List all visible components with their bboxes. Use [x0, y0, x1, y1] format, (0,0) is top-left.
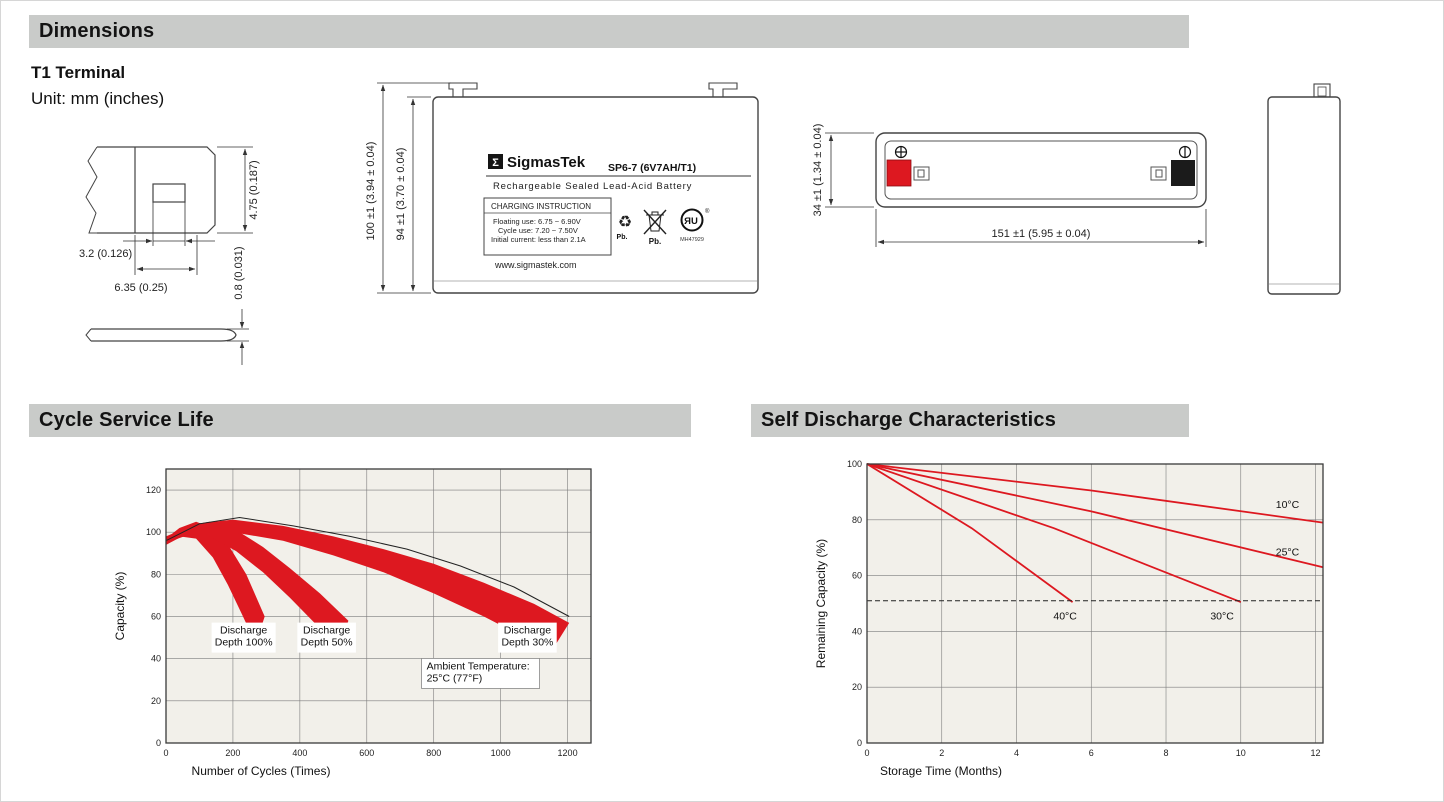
dim-height-overall: 100 ±1 (3.94 ± 0.04)	[365, 142, 377, 241]
negative-terminal	[1171, 160, 1195, 186]
svg-text:25°C: 25°C	[1276, 546, 1300, 558]
svg-text:1000: 1000	[491, 748, 511, 758]
battery-side-view	[1267, 83, 1341, 295]
dim-case-width: 34 ±1 (1.34 ± 0.04)	[812, 124, 824, 217]
svg-text:Discharge: Discharge	[504, 625, 551, 637]
svg-text:Ambient Temperature:: Ambient Temperature:	[427, 660, 530, 672]
svg-text:60: 60	[151, 612, 161, 622]
svg-text:Number of Cycles (Times): Number of Cycles (Times)	[192, 764, 331, 778]
dim-tab-thickness: 0.8 (0.031)	[233, 246, 245, 299]
svg-text:20: 20	[151, 696, 161, 706]
svg-text:80: 80	[151, 569, 161, 579]
model-text: SP6-7 (6V7AH/T1)	[608, 162, 696, 174]
battery-front-view: Σ SigmasTek SP6-7 (6V7AH/T1) Rechargeabl…	[365, 82, 759, 294]
dim-slot-width: 3.2 (0.126)	[79, 248, 132, 260]
battery-case-top	[875, 132, 1207, 208]
svg-text:Depth 100%: Depth 100%	[215, 637, 273, 649]
charging-title: CHARGING INSTRUCTION	[491, 202, 591, 211]
svg-text:Discharge: Discharge	[303, 625, 350, 637]
svg-text:80: 80	[852, 515, 862, 525]
svg-text:40: 40	[852, 626, 862, 636]
dim-tab-width: 6.35 (0.25)	[114, 282, 167, 294]
battery-case-side	[1267, 96, 1341, 295]
svg-text:200: 200	[225, 748, 240, 758]
svg-text:40°C: 40°C	[1053, 610, 1077, 622]
svg-text:12: 12	[1311, 748, 1321, 758]
svg-text:0: 0	[864, 748, 869, 758]
svg-text:2: 2	[939, 748, 944, 758]
svg-text:Remaining Capacity (%): Remaining Capacity (%)	[814, 539, 828, 668]
svg-text:Discharge: Discharge	[220, 625, 267, 637]
svg-text:Capacity (%): Capacity (%)	[113, 572, 127, 641]
negative-terminal-clip	[1150, 166, 1167, 181]
svg-text:10: 10	[1236, 748, 1246, 758]
charging-line3: Initial current: less than 2.1A	[491, 235, 586, 244]
brand-text: SigmasTek	[507, 154, 586, 171]
charging-line1: Floating use: 6.75 ~ 6.90V	[493, 217, 581, 226]
dimension-drawings: 4.75 (0.187) 3.2 (0.126) 6.35 (0.25) 0.8…	[79, 82, 1341, 365]
section-header-self-discharge: Self Discharge Characteristics	[751, 404, 1189, 437]
svg-text:Depth 30%: Depth 30%	[501, 637, 553, 649]
battery-top-view: 34 ±1 (1.34 ± 0.04) 151 ±1 (5.95 ± 0.04)	[812, 124, 1207, 247]
svg-text:Storage Time (Months): Storage Time (Months)	[880, 764, 1002, 778]
terminal-type-label: T1 Terminal	[31, 63, 126, 82]
svg-text:800: 800	[426, 748, 441, 758]
positive-terminal-mark-icon	[894, 145, 908, 159]
positive-terminal	[886, 159, 912, 187]
sigma-glyph: Σ	[492, 157, 499, 169]
positive-terminal-clip	[913, 166, 930, 181]
svg-text:0: 0	[156, 738, 161, 748]
svg-text:10°C: 10°C	[1276, 499, 1300, 511]
dim-height-case: 94 ±1 (3.70 ± 0.04)	[395, 148, 407, 241]
svg-text:6: 6	[1089, 748, 1094, 758]
website-text: www.sigmastek.com	[494, 260, 577, 270]
svg-text:100: 100	[847, 459, 862, 469]
ul-registered-symbol: ®	[705, 208, 710, 215]
pb-recycle-label: Pb.	[617, 234, 628, 241]
dim-case-length: 151 ±1 (5.95 ± 0.04)	[992, 228, 1091, 240]
svg-text:120: 120	[146, 485, 161, 495]
ul-mark-icon	[680, 208, 704, 232]
crossed-bin-icon	[643, 209, 667, 235]
terminal-detail-drawing	[85, 146, 253, 365]
pb-bin-label: Pb.	[649, 237, 661, 246]
section-header-dimensions: Dimensions	[29, 15, 1189, 48]
battery-case-front	[432, 96, 759, 294]
recycle-icon: ♻	[618, 214, 632, 231]
svg-text:100: 100	[146, 527, 161, 537]
dim-tab-height: 4.75 (0.187)	[248, 160, 260, 219]
svg-text:60: 60	[852, 571, 862, 581]
cycle-service-life-chart: 0 200 400 600 800 1000 1200 0 20 40 60 80 100 120 Disc…	[113, 468, 592, 778]
ul-mark-text: ЯU	[684, 216, 698, 227]
ul-file-number: MH47929	[680, 237, 704, 243]
sigmastek-logo-mark	[488, 154, 503, 169]
svg-text:0: 0	[163, 748, 168, 758]
negative-terminal-mark-icon	[1178, 145, 1192, 159]
svg-text:1200: 1200	[558, 748, 578, 758]
front-right-terminal-tab	[708, 82, 738, 98]
svg-text:Depth 50%: Depth 50%	[301, 637, 353, 649]
svg-text:400: 400	[292, 748, 307, 758]
svg-text:4: 4	[1014, 748, 1019, 758]
svg-text:25°C (77°F): 25°C (77°F)	[427, 672, 483, 684]
svg-text:8: 8	[1164, 748, 1169, 758]
svg-text:40: 40	[151, 654, 161, 664]
charging-line2: Cycle use: 7.20 ~ 7.50V	[498, 226, 578, 235]
charging-instruction-box	[483, 197, 612, 256]
self-discharge-chart: 0 2 4 6 8 10 12 0 20 40 60 80 100 10°C 25°C 30°C 40°C Sto…	[814, 459, 1324, 778]
svg-text:0: 0	[857, 738, 862, 748]
svg-text:30°C: 30°C	[1210, 610, 1234, 622]
svg-text:20: 20	[852, 682, 862, 692]
unit-label: Unit: mm (inches)	[31, 89, 165, 108]
svg-text:600: 600	[359, 748, 374, 758]
front-left-terminal-tab	[448, 82, 478, 98]
product-type-text: Rechargeable Sealed Lead-Acid Battery	[493, 181, 692, 192]
section-header-cycle-life: Cycle Service Life	[29, 404, 691, 437]
